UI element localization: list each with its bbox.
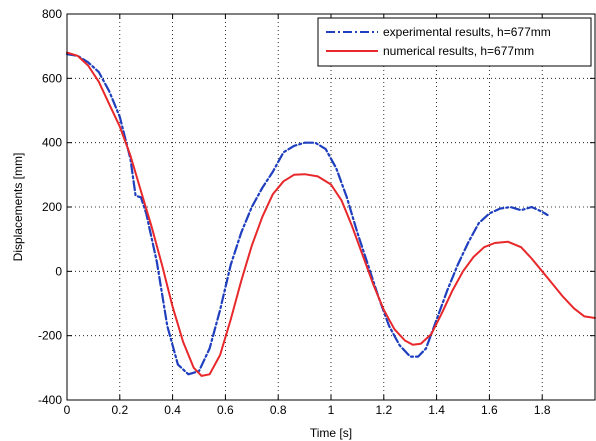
y-axis-label: Displacements [mm] [11, 153, 25, 262]
x-tick-label: 0.4 [164, 403, 181, 417]
x-tick-label: 1 [328, 403, 335, 417]
y-tick-label: -200 [38, 329, 62, 343]
series-line-numerical [66, 51, 596, 377]
x-tick-label: 0.8 [270, 403, 287, 417]
x-tick-label: 1.8 [534, 403, 551, 417]
x-tick-label: 1.4 [428, 403, 445, 417]
series-layer [65, 51, 596, 377]
y-tick-label: 0 [55, 264, 62, 278]
legend: experimental results, h=677mm numerical … [317, 17, 592, 67]
x-tick-label: 1.6 [481, 403, 498, 417]
x-axis-label: Time [s] [310, 426, 352, 440]
x-tick-label: 0 [64, 403, 71, 417]
y-tick-label: 600 [42, 71, 62, 85]
series-line-experimental [65, 53, 549, 376]
legend-label-numerical: numerical results, h=677mm [383, 44, 534, 58]
x-tick-label: 0.2 [111, 403, 128, 417]
y-tick-label: 800 [42, 7, 62, 21]
y-tick-label: 400 [42, 136, 62, 150]
legend-box [317, 17, 592, 67]
grid [67, 14, 595, 400]
x-tick-label: 0.6 [217, 403, 234, 417]
y-tick-label: -400 [38, 393, 62, 407]
y-tick-label: 200 [42, 200, 62, 214]
ticks: 0 0.2 0.4 0.6 0.8 1 1.2 1.4 1.6 1.8 -400 -200 0 200 40… [38, 7, 595, 417]
legend-label-experimental: experimental results, h=677mm [383, 25, 551, 39]
x-tick-label: 1.2 [375, 403, 392, 417]
